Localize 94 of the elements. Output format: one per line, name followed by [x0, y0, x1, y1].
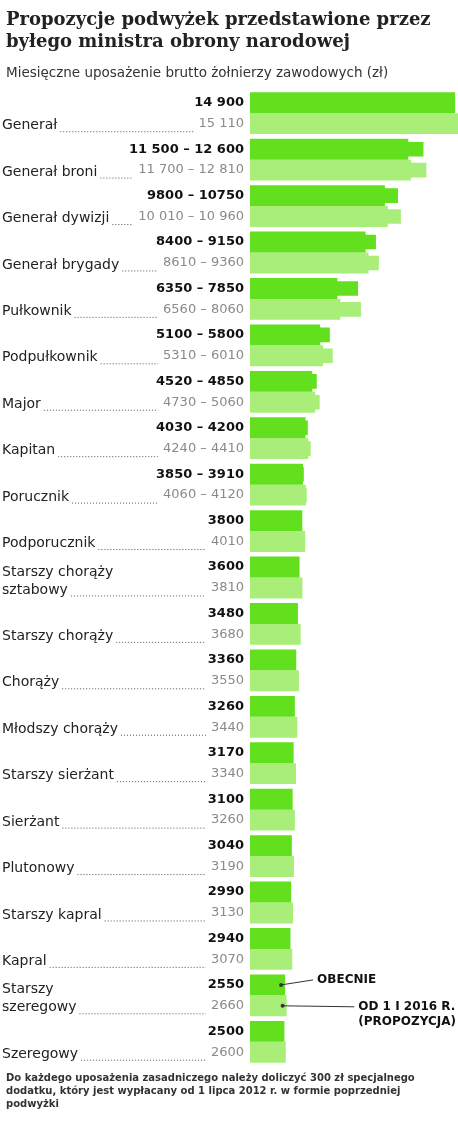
bar	[250, 1020, 285, 1042]
data-label: 10 010 – 10 960	[138, 207, 244, 223]
data-label: 8610 – 9360	[163, 254, 244, 270]
data-label: 2990	[207, 883, 244, 899]
y-tick-label: Podporucznik	[2, 534, 97, 551]
bar	[250, 556, 300, 578]
bar	[250, 92, 456, 114]
y-tick-label: Plutonowy	[2, 859, 75, 876]
bar	[250, 809, 295, 831]
y-tick-label: Generał brygady	[2, 255, 120, 272]
data-label: 3040	[207, 837, 244, 852]
y-tick-label: Pułkownik	[2, 302, 73, 319]
y-tick-label: Porucznik	[2, 487, 70, 504]
data-label: 3070	[210, 950, 244, 966]
text: OD 1 I 2016 R. (PROPOZYCJA)	[358, 998, 457, 1028]
bar	[250, 716, 298, 738]
data-label: 3600	[207, 558, 244, 574]
data-label: 3850 – 3910	[156, 465, 244, 481]
y-tick-label: Generał broni	[2, 162, 98, 179]
data-label: 3170	[207, 744, 244, 760]
bar	[250, 788, 293, 810]
bar	[250, 695, 295, 717]
y-tick-label: Starszy kapral	[2, 905, 102, 922]
data-label: 2500	[207, 1022, 244, 1038]
data-label: 3480	[207, 604, 244, 620]
bar	[250, 835, 292, 857]
data-label: 3100	[207, 790, 244, 806]
bar	[250, 856, 294, 877]
y-tick-label: Kapral	[2, 952, 47, 969]
chart-subtitle: Miesięczne uposażenie brutto żołnierzy zawodowych (zł)	[5, 63, 390, 82]
bar	[250, 995, 287, 1017]
y-tick-label: Starszy chorąży	[2, 627, 114, 644]
data-label: 2600	[210, 1043, 244, 1059]
bar	[250, 531, 306, 552]
data-label: 4030 – 4200	[156, 419, 244, 435]
text: OBECNIE	[317, 972, 377, 987]
data-label: 15 110	[198, 115, 244, 131]
bar	[250, 948, 293, 970]
data-label: 4060 – 4120	[163, 486, 244, 502]
data-label: 3440	[210, 718, 244, 734]
bar	[250, 763, 296, 785]
data-label: 3550	[210, 672, 244, 688]
data-label: 6350 – 7850	[156, 279, 244, 295]
bar	[250, 974, 286, 996]
y-tick-label: Starszy szeregowy	[2, 980, 77, 1015]
data-label: 5310 – 6010	[163, 347, 244, 363]
y-tick-label: Podpułkownik	[2, 348, 99, 365]
bar	[250, 577, 303, 599]
bar	[250, 902, 294, 924]
bar	[250, 649, 297, 671]
y-tick-label: Kapitan	[2, 441, 56, 458]
y-tick-label: Starszy chorąży sztabowy	[2, 562, 114, 597]
bar	[250, 113, 458, 135]
data-label: 3260	[210, 811, 244, 827]
data-label: 3360	[207, 651, 244, 667]
bar	[250, 510, 303, 532]
data-label: 3130	[210, 904, 244, 920]
y-tick-label: Generał dywizji	[2, 209, 110, 226]
y-tick-label: Major	[2, 394, 42, 411]
y-tick-label: Generał	[2, 116, 58, 133]
bar	[250, 742, 294, 764]
data-label: 2940	[207, 929, 244, 945]
data-label: 4240 – 4410	[163, 440, 244, 456]
data-label: 9800 – 10750	[147, 187, 244, 202]
data-label: 2660	[210, 997, 244, 1013]
data-label: 5100 – 5800	[156, 326, 244, 342]
y-tick-label: Chorąży	[2, 673, 60, 690]
data-label: 4010	[210, 532, 244, 548]
data-label: 4730 – 5060	[163, 393, 244, 409]
data-label: 3680	[210, 625, 244, 641]
bar	[250, 928, 291, 949]
y-tick-label: Młodszy chorąży	[2, 719, 118, 736]
data-label: 3190	[210, 857, 244, 873]
data-label: 3340	[210, 765, 244, 781]
data-label: 11 700 – 12 810	[138, 161, 244, 177]
y-tick-label: Starszy sierżant	[2, 766, 115, 783]
bar	[250, 670, 299, 692]
data-label: 8400 – 9150	[156, 233, 244, 249]
bar	[250, 623, 301, 645]
y-tick-label: Szeregowy	[2, 1044, 79, 1061]
annotation: Do każdego uposażenia zasadniczego należy doliczyć 300 zł specjalnego dodatku, który jest wypłacany od 1 lipca 2012 r. w formie poprzedniej podwyżki	[5, 1071, 416, 1110]
data-label: 11 500 – 12 600	[128, 140, 244, 156]
data-label: 2550	[207, 976, 244, 992]
bar	[250, 881, 292, 903]
data-label: 3800	[207, 512, 244, 527]
data-label: 6560 – 8060	[163, 300, 244, 316]
data-label: 3810	[210, 579, 244, 595]
y-tick-label: Sierżant	[2, 812, 60, 829]
data-label: 3260	[207, 697, 244, 713]
data-label: 4520 – 4850	[156, 372, 244, 388]
data-label: 14 900	[194, 94, 244, 110]
bar	[250, 603, 298, 624]
chart-title: Propozycje podwyżek przedstawione przez byłego ministra obrony narodowej	[5, 7, 432, 52]
bar	[250, 1041, 286, 1063]
